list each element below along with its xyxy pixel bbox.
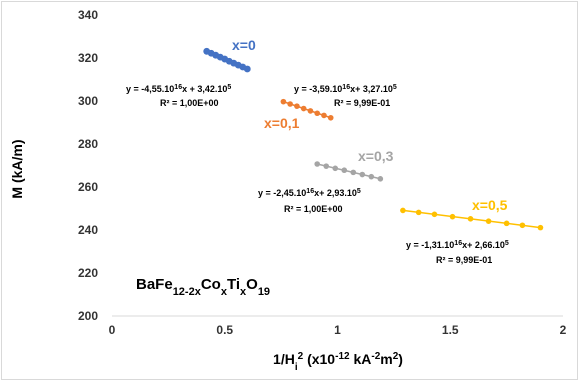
equation-x05: y = -1,31.1016x+ 2,66.105 bbox=[406, 240, 509, 251]
series-0 bbox=[203, 47, 251, 73]
y-tick-label: 240 bbox=[78, 223, 98, 237]
equation-x01: y = -3,59.1016x+ 3,27.105 bbox=[294, 84, 397, 95]
data-point bbox=[359, 171, 366, 178]
data-point bbox=[377, 176, 384, 182]
plot-area bbox=[203, 47, 544, 231]
data-point bbox=[503, 220, 510, 227]
series-label-x05: x=0,5 bbox=[472, 197, 508, 213]
y-tick-label: 220 bbox=[78, 266, 98, 280]
data-point bbox=[280, 98, 287, 105]
series-1 bbox=[280, 98, 334, 121]
data-point bbox=[287, 101, 293, 107]
y-axis-ticks: 200 220 240 260 280 300 320 340 bbox=[78, 8, 98, 323]
data-point bbox=[519, 222, 526, 229]
data-point bbox=[431, 211, 438, 218]
data-point bbox=[307, 108, 314, 114]
x-tick-label: 1.5 bbox=[442, 323, 459, 337]
equation-x03: y = -2,45.1016x+ 2,93.105 bbox=[258, 188, 361, 199]
data-point bbox=[415, 209, 422, 216]
data-point bbox=[243, 65, 251, 73]
series-label-x0: x=0 bbox=[232, 37, 256, 53]
x-tick-label: 0.5 bbox=[216, 323, 233, 337]
data-point bbox=[467, 216, 474, 222]
data-point bbox=[400, 207, 406, 214]
y-tick-label: 320 bbox=[78, 51, 98, 65]
series-2 bbox=[314, 161, 384, 182]
data-point bbox=[323, 163, 330, 169]
data-point bbox=[341, 167, 348, 174]
equation-x0: y = -4,55.1016x + 3,42.105 bbox=[126, 84, 231, 95]
series-label-x01: x=0,1 bbox=[264, 115, 300, 131]
x-tick-label: 1 bbox=[334, 323, 341, 337]
y-tick-label: 300 bbox=[78, 94, 98, 108]
r2-x0: R² = 1,00E+00 bbox=[160, 98, 219, 108]
data-point bbox=[314, 161, 321, 167]
data-point bbox=[314, 110, 321, 117]
x-axis-title: 1/Hi2 (x10-12 kA-2m2) bbox=[273, 351, 403, 373]
x-tick-label: 2 bbox=[560, 323, 567, 337]
data-point bbox=[485, 218, 492, 224]
x-axis-ticks: 0 0.5 1 1.5 2 bbox=[109, 323, 567, 337]
y-axis-title: M (kA/m) bbox=[9, 139, 25, 198]
data-point bbox=[332, 165, 339, 172]
data-point bbox=[537, 224, 544, 231]
data-point bbox=[327, 114, 334, 121]
y-tick-label: 340 bbox=[78, 8, 98, 22]
composition-formula: BaFe12-2xCoxTixO19 bbox=[136, 276, 270, 298]
data-point bbox=[321, 112, 327, 119]
y-tick-label: 200 bbox=[78, 309, 98, 323]
y-tick-label: 280 bbox=[78, 137, 98, 151]
data-point bbox=[300, 105, 307, 112]
data-point bbox=[449, 213, 456, 220]
data-point bbox=[350, 169, 357, 176]
data-point bbox=[294, 103, 300, 109]
r2-x01: R² = 9,99E-01 bbox=[334, 98, 390, 108]
series-label-x03: x=0,3 bbox=[358, 148, 394, 164]
x-tick-label: 0 bbox=[109, 323, 116, 337]
y-tick-label: 260 bbox=[78, 180, 98, 194]
r2-x05: R² = 9,99E-01 bbox=[436, 255, 492, 265]
series-3 bbox=[400, 207, 544, 231]
data-point bbox=[368, 173, 375, 180]
r2-x03: R² = 1,00E+00 bbox=[284, 204, 343, 214]
